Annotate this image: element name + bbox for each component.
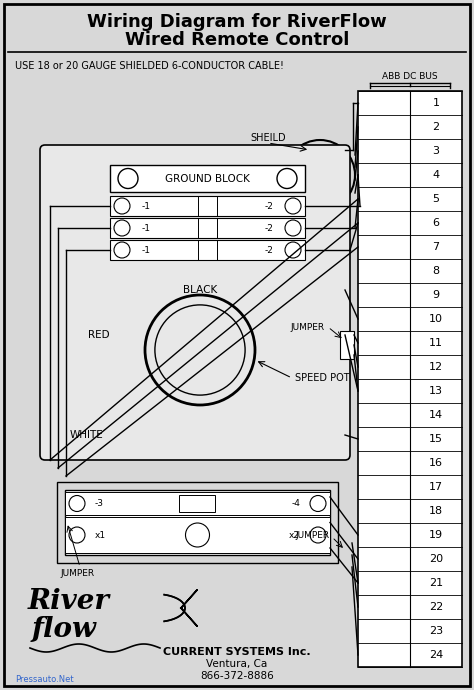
Text: -1: -1 (142, 201, 151, 210)
Text: 8: 8 (432, 266, 439, 276)
Text: 11: 11 (429, 338, 443, 348)
Text: 21: 21 (429, 578, 443, 588)
Bar (65, 492, 330, 515)
Text: flow: flow (32, 616, 97, 643)
Text: JUMPER: JUMPER (296, 531, 330, 540)
Text: 10: 10 (429, 314, 443, 324)
Bar (340, 331, 354, 359)
Bar (110, 165, 305, 192)
Text: 6: 6 (432, 218, 439, 228)
Text: Pressauto.Net: Pressauto.Net (15, 676, 73, 684)
Text: 22: 22 (429, 602, 443, 612)
Text: -2: -2 (264, 246, 273, 255)
Text: ABB DC BUS: ABB DC BUS (382, 72, 438, 81)
Text: 17: 17 (429, 482, 443, 492)
Bar (57, 482, 338, 563)
Text: 20: 20 (429, 554, 443, 564)
Text: BLACK: BLACK (183, 285, 217, 295)
Text: WHITE: WHITE (70, 430, 104, 440)
Bar (110, 196, 305, 216)
Text: River: River (28, 588, 110, 615)
Text: CURRENT SYSTEMS Inc.: CURRENT SYSTEMS Inc. (163, 647, 311, 657)
Bar (180, 495, 216, 512)
Bar (65, 517, 330, 553)
Text: JUMPER: JUMPER (291, 322, 325, 331)
Bar (358, 91, 462, 667)
Text: 15: 15 (429, 434, 443, 444)
Text: GROUND BLOCK: GROUND BLOCK (165, 173, 250, 184)
Text: 3: 3 (432, 146, 439, 156)
Text: Wired Remote Control: Wired Remote Control (125, 31, 349, 49)
Text: 12: 12 (429, 362, 443, 372)
Text: 1: 1 (432, 98, 439, 108)
Text: SPEED POT: SPEED POT (295, 373, 350, 383)
Text: -4: -4 (291, 499, 300, 508)
Text: 9: 9 (432, 290, 439, 300)
Text: 19: 19 (429, 530, 443, 540)
Text: -1: -1 (142, 224, 151, 233)
Text: x2: x2 (289, 531, 300, 540)
Text: SHEILD: SHEILD (250, 133, 286, 143)
FancyBboxPatch shape (40, 145, 350, 460)
Text: 7: 7 (432, 242, 439, 252)
Text: JUMPER: JUMPER (60, 569, 94, 578)
Text: Ventura, Ca: Ventura, Ca (206, 659, 268, 669)
Text: 16: 16 (429, 458, 443, 468)
Text: 23: 23 (429, 626, 443, 636)
Text: -2: -2 (264, 224, 273, 233)
Text: -3: -3 (95, 499, 104, 508)
Bar (110, 218, 305, 238)
Text: 2: 2 (432, 122, 439, 132)
Text: 4: 4 (432, 170, 439, 180)
Bar (110, 240, 305, 260)
Text: -1: -1 (142, 246, 151, 255)
Text: 866-372-8886: 866-372-8886 (200, 671, 274, 681)
Text: 14: 14 (429, 410, 443, 420)
Text: 5: 5 (432, 194, 439, 204)
Text: RED: RED (88, 330, 109, 340)
Text: 24: 24 (429, 650, 443, 660)
Text: -2: -2 (264, 201, 273, 210)
Text: USE 18 or 20 GAUGE SHIELDED 6-CONDUCTOR CABLE!: USE 18 or 20 GAUGE SHIELDED 6-CONDUCTOR … (15, 61, 284, 71)
Text: 13: 13 (429, 386, 443, 396)
Text: Wiring Diagram for RiverFlow: Wiring Diagram for RiverFlow (87, 13, 387, 31)
Bar (65, 490, 330, 555)
Text: x1: x1 (95, 531, 106, 540)
Text: 18: 18 (429, 506, 443, 516)
